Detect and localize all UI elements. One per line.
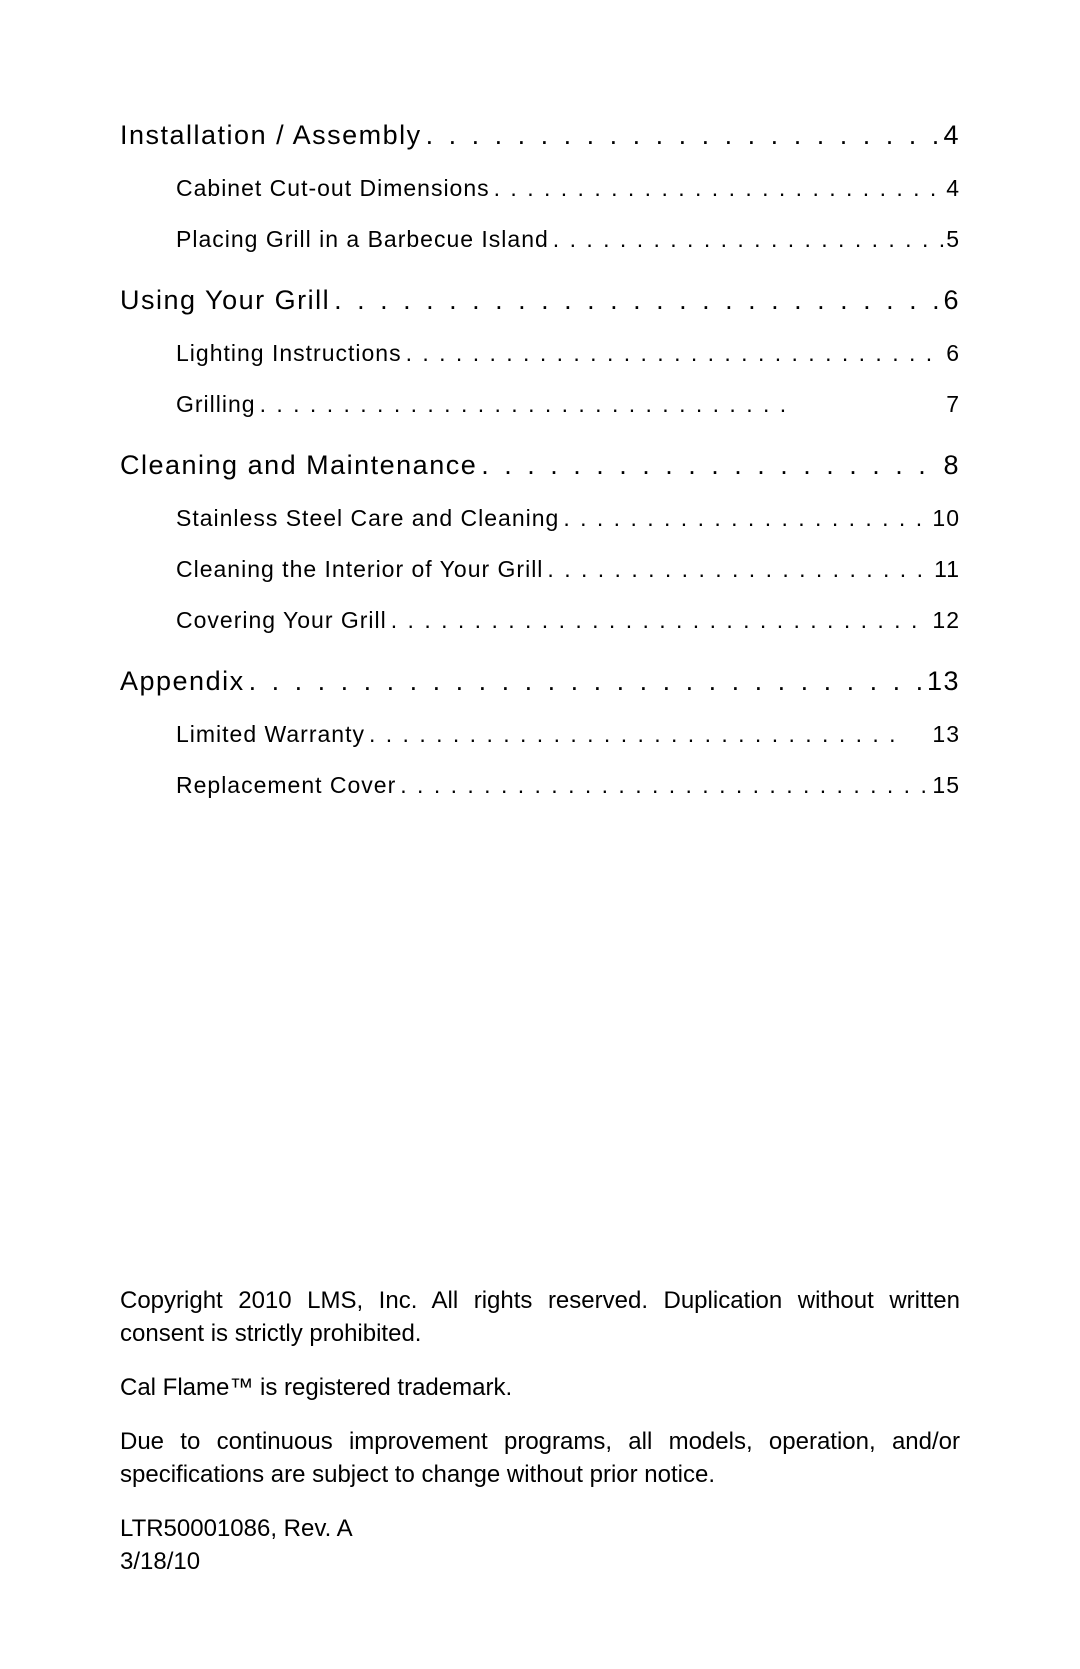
toc-leader-dots: . . . . . . . . . . . . . . . . . . . . … — [256, 391, 947, 418]
toc-subsection: Limited Warranty . . . . . . . . . . . .… — [176, 721, 960, 748]
toc-subsection: Grilling . . . . . . . . . . . . . . . .… — [176, 391, 960, 418]
toc-subsection-title: Grilling — [176, 391, 256, 418]
trademark-text: Cal Flame™ is registered trademark. — [120, 1371, 960, 1405]
toc-subsection: Cabinet Cut-out Dimensions . . . . . . .… — [176, 175, 960, 202]
toc-section-title: Appendix — [120, 666, 245, 697]
toc-leader-dots: . . . . . . . . . . . . . . . . . . . . … — [396, 772, 932, 799]
toc-subsection-title: Placing Grill in a Barbecue Island — [176, 226, 549, 253]
document-date: 3/18/10 — [120, 1548, 200, 1575]
toc-section-title: Cleaning and Maintenance — [120, 450, 477, 481]
toc-subsection-title: Cleaning the Interior of Your Grill — [176, 556, 543, 583]
toc-subsection-title: Lighting Instructions — [176, 340, 402, 367]
toc-leader-dots: . . . . . . . . . . . . . . . . . . . . … — [477, 450, 943, 481]
toc-leader-dots: . . . . . . . . . . . . . . . . . . . . … — [245, 666, 927, 697]
toc-subsection-title: Cabinet Cut-out Dimensions — [176, 175, 490, 202]
toc-section-title: Installation / Assembly — [120, 120, 422, 151]
toc-subsection-page: 5 — [946, 226, 960, 253]
toc-subsection-page: 4 — [946, 175, 960, 202]
toc-section: Using Your Grill . . . . . . . . . . . .… — [120, 285, 960, 316]
toc-leader-dots: . . . . . . . . . . . . . . . . . . . . … — [330, 285, 943, 316]
toc-subsection-title: Replacement Cover — [176, 772, 396, 799]
toc-subsection-title: Covering Your Grill — [176, 607, 387, 634]
toc-subsection-page: 15 — [932, 772, 960, 799]
toc-subsection-page: 7 — [946, 391, 960, 418]
toc-subsection: Covering Your Grill . . . . . . . . . . … — [176, 607, 960, 634]
notice-text: Due to continuous improvement programs, … — [120, 1425, 960, 1492]
toc-leader-dots: . . . . . . . . . . . . . . . . . . . . … — [402, 340, 947, 367]
table-of-contents: Installation / Assembly . . . . . . . . … — [120, 120, 960, 799]
toc-section-page: 4 — [943, 120, 960, 151]
toc-subsection-title: Stainless Steel Care and Cleaning — [176, 505, 559, 532]
toc-subsection-page: 6 — [946, 340, 960, 367]
toc-leader-dots: . . . . . . . . . . . . . . . . . . . . … — [549, 226, 946, 253]
toc-section: Cleaning and Maintenance . . . . . . . .… — [120, 450, 960, 481]
toc-section: Appendix . . . . . . . . . . . . . . . .… — [120, 666, 960, 697]
toc-subsection-page: 13 — [932, 721, 960, 748]
toc-leader-dots: . . . . . . . . . . . . . . . . . . . . … — [559, 505, 932, 532]
toc-subsection-page: 12 — [932, 607, 960, 634]
toc-subsection: Cleaning the Interior of Your Grill . . … — [176, 556, 960, 583]
toc-leader-dots: . . . . . . . . . . . . . . . . . . . . … — [543, 556, 934, 583]
toc-leader-dots: . . . . . . . . . . . . . . . . . . . . … — [490, 175, 947, 202]
copyright-text: Copyright 2010 LMS, Inc. All rights rese… — [120, 1284, 960, 1351]
document-info: LTR50001086, Rev. A 3/18/10 — [120, 1512, 960, 1579]
toc-section-title: Using Your Grill — [120, 285, 330, 316]
toc-subsection: Stainless Steel Care and Cleaning . . . … — [176, 505, 960, 532]
toc-subsection-page: 10 — [932, 505, 960, 532]
toc-leader-dots: . . . . . . . . . . . . . . . . . . . . … — [387, 607, 933, 634]
toc-leader-dots: . . . . . . . . . . . . . . . . . . . . … — [365, 721, 932, 748]
document-number: LTR50001086, Rev. A — [120, 1515, 353, 1542]
footer: Copyright 2010 LMS, Inc. All rights rese… — [120, 1284, 960, 1579]
toc-subsection-title: Limited Warranty — [176, 721, 365, 748]
toc-subsection: Lighting Instructions . . . . . . . . . … — [176, 340, 960, 367]
toc-leader-dots: . . . . . . . . . . . . . . . . . . . . … — [422, 120, 944, 151]
toc-section: Installation / Assembly . . . . . . . . … — [120, 120, 960, 151]
toc-subsection-page: 11 — [934, 556, 960, 583]
toc-subsection: Placing Grill in a Barbecue Island . . .… — [176, 226, 960, 253]
toc-section-page: 8 — [943, 450, 960, 481]
toc-section-page: 6 — [943, 285, 960, 316]
toc-subsection: Replacement Cover . . . . . . . . . . . … — [176, 772, 960, 799]
toc-section-page: 13 — [927, 666, 960, 697]
